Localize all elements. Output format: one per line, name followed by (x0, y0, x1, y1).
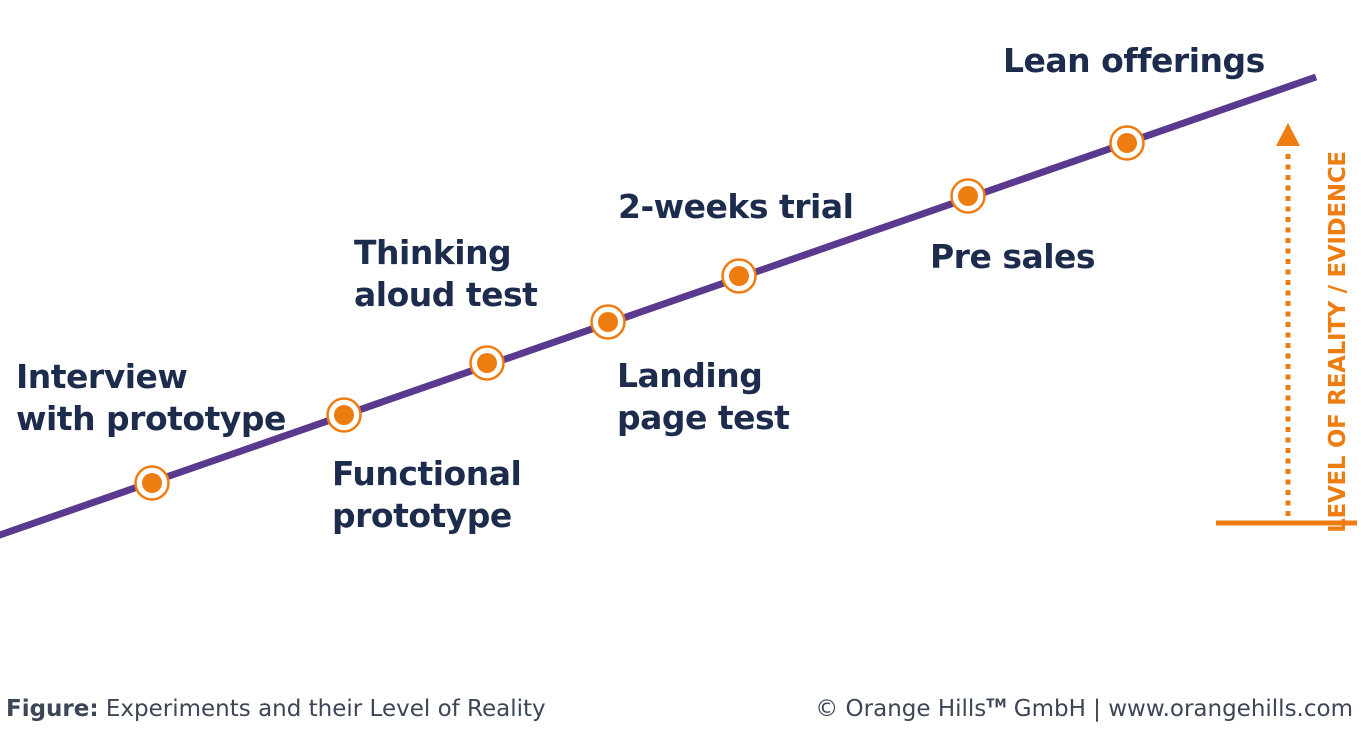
axis-arrowhead-icon (1276, 123, 1300, 146)
figure-caption: Figure: Experiments and their Level of R… (6, 695, 546, 723)
credit-company: © Orange Hills (815, 696, 987, 722)
pre-sales-dot (958, 186, 978, 206)
lean-offerings-label: Lean offerings (1003, 41, 1265, 80)
interview-with-prototype-label: Interview with prototype (16, 357, 286, 438)
trademark-symbol: TM (986, 696, 1007, 711)
thinking-aloud-test-dot (477, 353, 497, 373)
figure-caption-text: Experiments and their Level of Reality (98, 696, 546, 722)
two-weeks-trial-label: 2-weeks trial (618, 187, 854, 226)
landing-page-test-label: Landing page test (617, 356, 790, 437)
pre-sales-label: Pre sales (930, 237, 1096, 276)
credit-website: GmbH | www.orangehills.com (1006, 696, 1353, 722)
y-axis-label: LEVEL OF REALITY / EVIDENCE (1325, 151, 1351, 533)
lean-offerings-dot (1117, 133, 1137, 153)
functional-prototype-dot (334, 405, 354, 425)
landing-page-test-dot (598, 312, 618, 332)
functional-prototype-label: Functional prototype (332, 454, 522, 535)
reality-trend-line (0, 73, 1318, 539)
two-weeks-trial-dot (729, 266, 749, 286)
interview-with-prototype-dot (142, 473, 162, 493)
figure-caption-label: Figure: (6, 696, 99, 722)
copyright-credit: © Orange HillsTM GmbH | www.orangehills.… (815, 695, 1353, 723)
thinking-aloud-test-label: Thinking aloud test (354, 233, 538, 314)
